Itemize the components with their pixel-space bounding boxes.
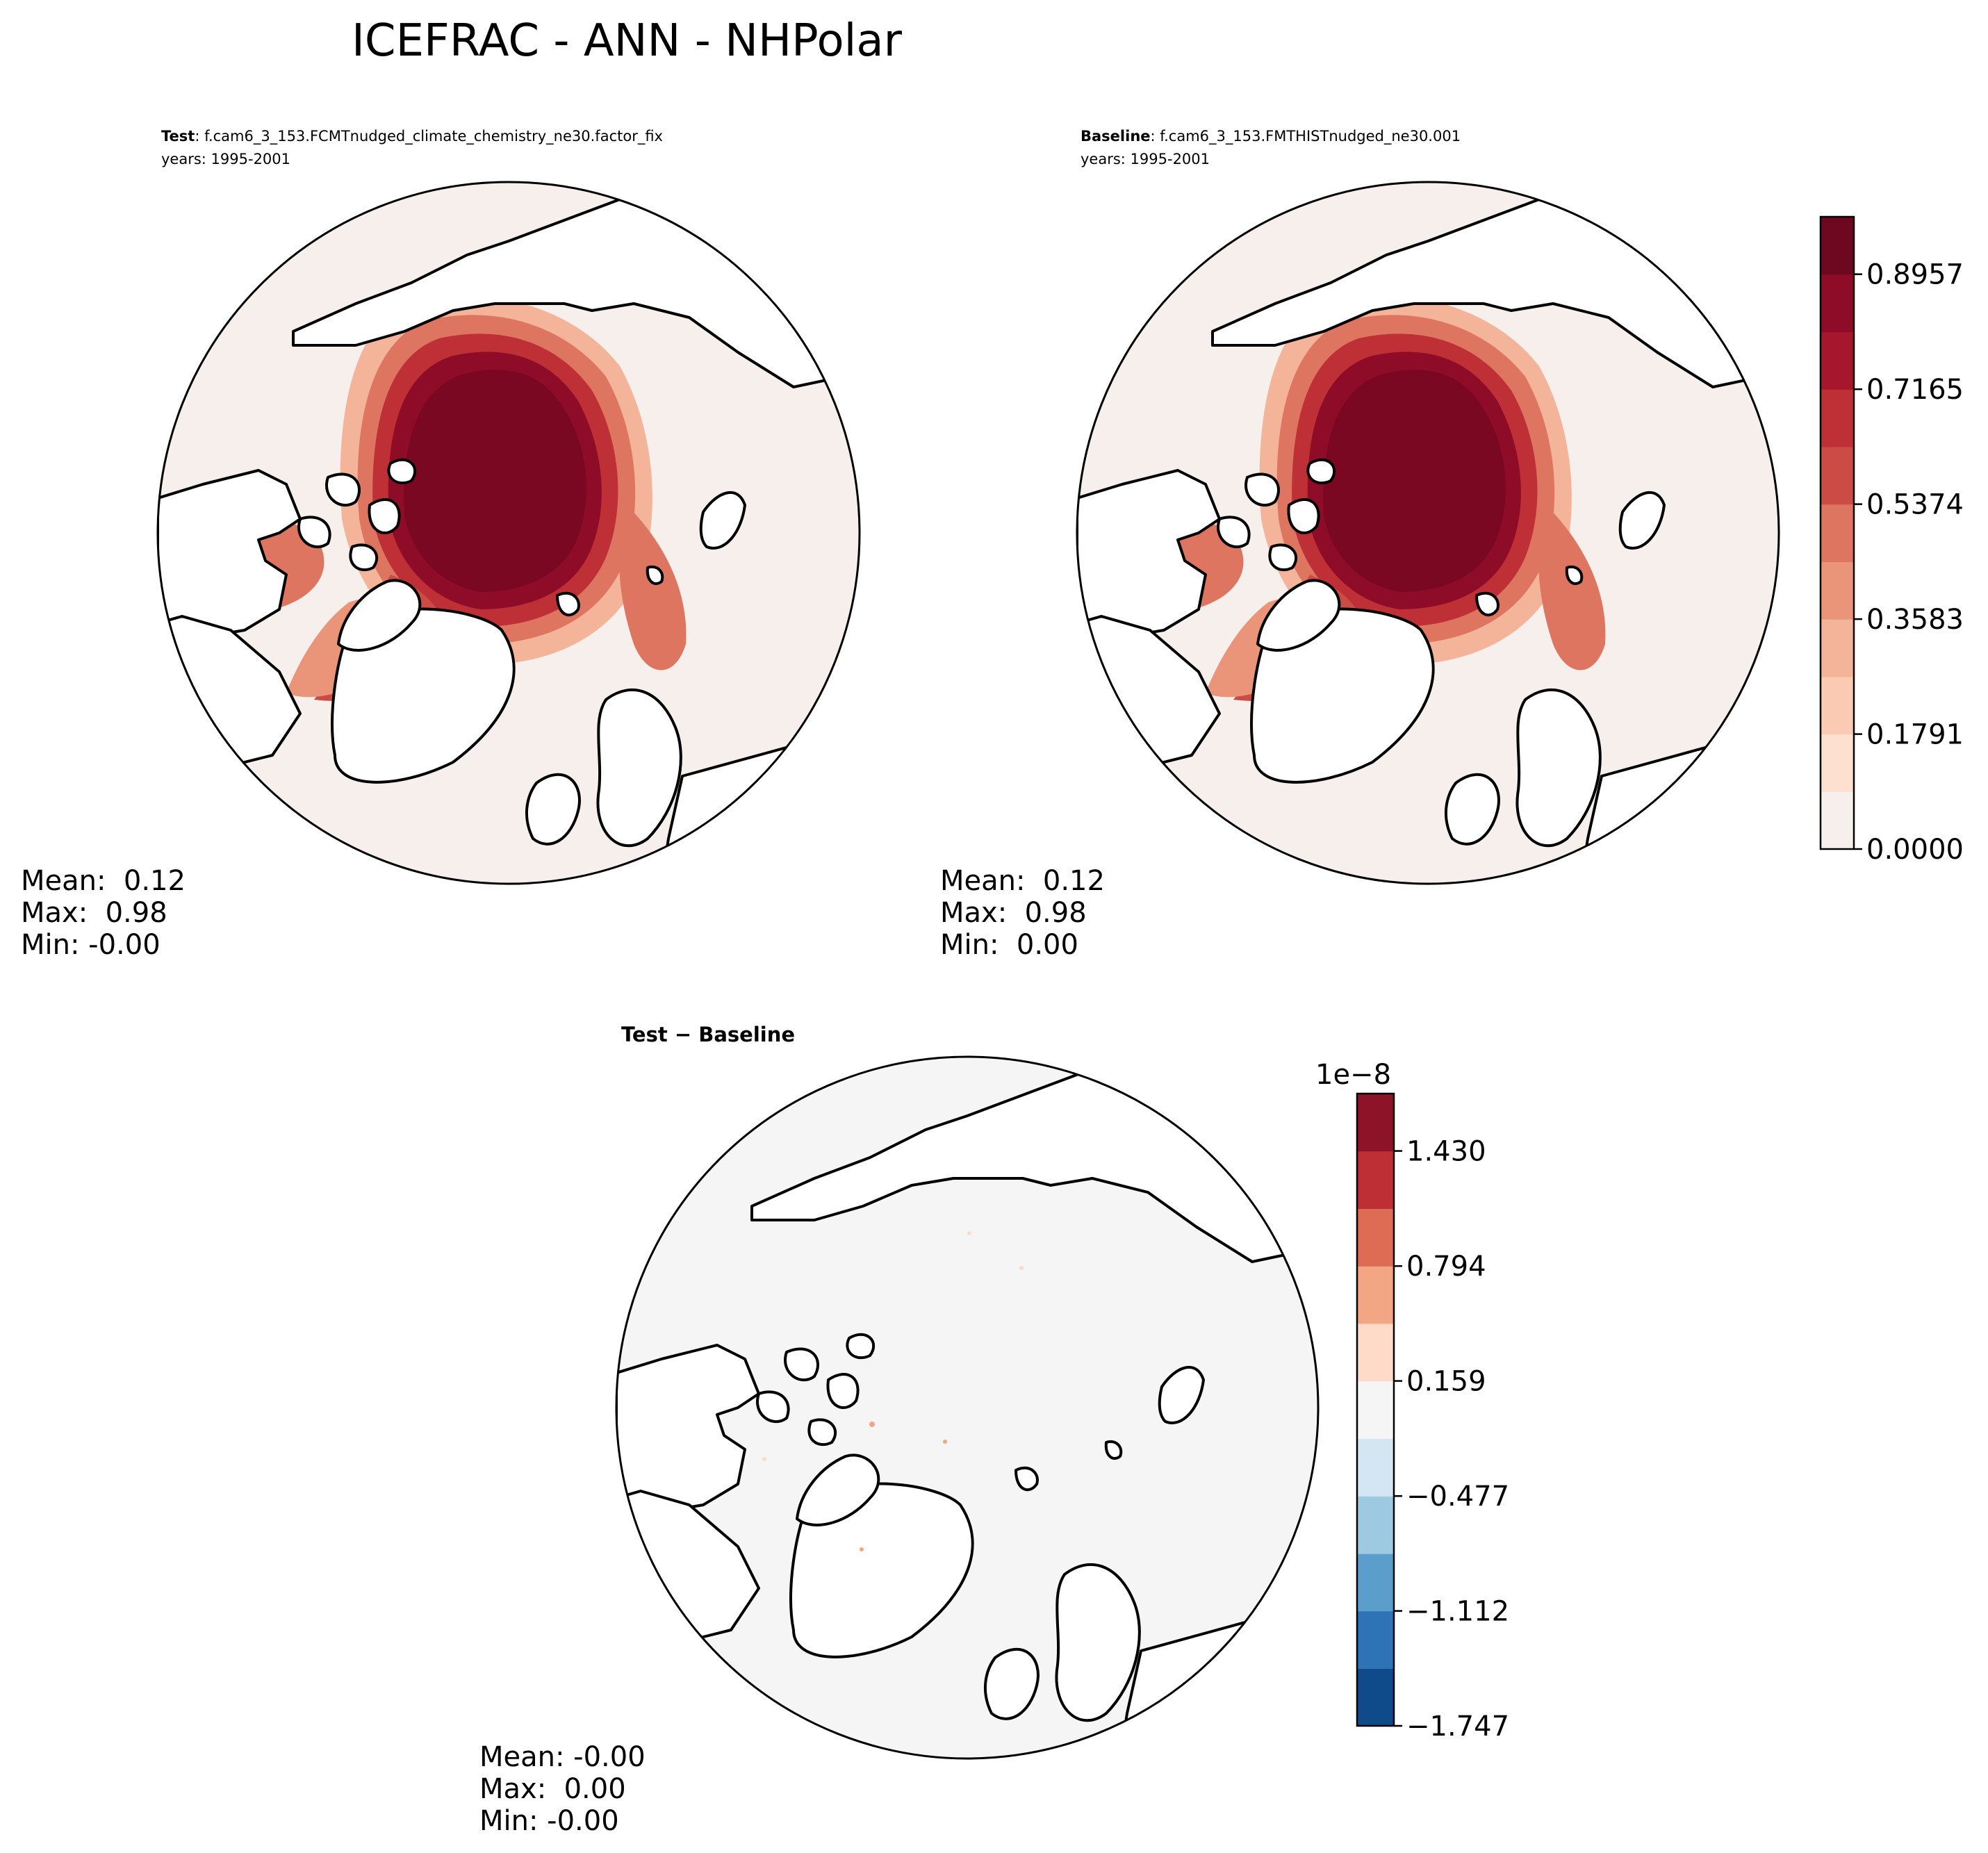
colorbar-icefrac-swatch — [1821, 561, 1854, 620]
panel-baseline-min: Min: 0.00 — [940, 929, 1078, 961]
colorbar-diff-swatch — [1357, 1496, 1394, 1554]
panel-diff-title: Test − Baseline — [621, 1023, 795, 1046]
panel-baseline-mean: Mean: 0.12 — [940, 865, 1105, 897]
colorbar-icefrac: 0.0000 0.1791 0.3583 0.5374 0.7165 0.8957 — [1819, 215, 1964, 866]
colorbar-icefrac-swatch — [1821, 274, 1854, 333]
panel-diff-mean: Mean: -0.00 — [479, 1741, 646, 1773]
colorbar-icefrac-tick-label: 0.0000 — [1866, 834, 1964, 866]
diff-speckle — [943, 1440, 947, 1444]
panel-test-title: Test: f.cam6_3_153.FCMTnudged_climate_ch… — [161, 128, 663, 145]
colorbar-diff-swatch — [1357, 1438, 1394, 1497]
diff-speckle — [869, 1422, 875, 1427]
panel-test-map-border — [156, 181, 861, 885]
colorbar-diff-tick-label: −1.112 — [1406, 1596, 1509, 1628]
colorbar-diff-tick-label: 0.159 — [1406, 1366, 1486, 1398]
panel-baseline-max: Max: 0.98 — [940, 897, 1087, 929]
colorbar-diff-swatch — [1357, 1554, 1394, 1612]
colorbar-diff-swatch — [1357, 1611, 1394, 1670]
colorbar-diff-swatch — [1357, 1151, 1394, 1209]
panel-test: Test: f.cam6_3_153.FCMTnudged_climate_ch… — [21, 128, 861, 961]
colorbar-icefrac-swatch — [1821, 446, 1854, 505]
colorbar-icefrac-swatch — [1821, 331, 1854, 390]
colorbar-diff-tick-label: −0.477 — [1406, 1481, 1509, 1513]
colorbar-icefrac-tick-label: 0.7165 — [1866, 374, 1964, 406]
colorbar-diff-frame — [1356, 1092, 1395, 1727]
colorbar-icefrac-swatch — [1821, 389, 1854, 447]
diff-speckle — [967, 1231, 971, 1235]
colorbar-diff-swatch — [1357, 1668, 1394, 1727]
diff-speckle — [1019, 1266, 1024, 1270]
panel-diff-title-test: Test — [621, 1023, 668, 1046]
colorbar-diff-tick-label: −1.747 — [1406, 1711, 1509, 1743]
colorbar-icefrac-swatch — [1821, 504, 1854, 562]
panel-baseline-title-bold: Baseline — [1081, 128, 1151, 145]
colorbar-icefrac-tick-label: 0.8957 — [1866, 259, 1964, 291]
colorbar-diff-swatch — [1357, 1208, 1394, 1267]
colorbar-diff-swatch — [1357, 1266, 1394, 1324]
colorbar-diff-swatch — [1357, 1094, 1394, 1152]
panel-test-min: Min: -0.00 — [21, 929, 161, 961]
panel-baseline-map-border — [1076, 181, 1780, 885]
panel-test-title-bold: Test — [161, 128, 195, 145]
panel-diff-title-baseline: Baseline — [698, 1023, 795, 1046]
colorbar-diff-swatch — [1357, 1381, 1394, 1440]
panel-baseline-subtitle: years: 1995-2001 — [1081, 151, 1210, 167]
colorbar-icefrac-tick-label: 0.1791 — [1866, 719, 1964, 751]
panel-baseline-title-case: : f.cam6_3_153.FMTHISTnudged_ne30.001 — [1151, 128, 1461, 145]
colorbar-icefrac-swatch — [1821, 791, 1854, 850]
panel-diff-title-sep: − — [668, 1023, 699, 1046]
figure-title: ICEFRAC - ANN - NHPolar — [352, 15, 903, 67]
colorbar-icefrac-swatch — [1821, 619, 1854, 677]
panel-test-title-case: : f.cam6_3_153.FCMTnudged_climate_chemis… — [195, 128, 663, 145]
colorbar-icefrac-tick-label: 0.5374 — [1866, 489, 1964, 521]
colorbar-icefrac-swatch — [1821, 676, 1854, 735]
panel-diff: Test − Baseline Mean: -0.00 Max: 0.00 Mi… — [479, 1023, 1509, 1837]
panel-test-subtitle: years: 1995-2001 — [161, 151, 290, 167]
panel-diff-min: Min: -0.00 — [479, 1805, 619, 1837]
panel-baseline-title: Baseline: f.cam6_3_153.FMTHISTnudged_ne3… — [1081, 128, 1461, 145]
colorbar-icefrac-tick-label: 0.3583 — [1866, 604, 1964, 636]
diff-speckle — [860, 1547, 864, 1551]
panel-test-mean: Mean: 0.12 — [21, 865, 186, 897]
panel-baseline: Baseline: f.cam6_3_153.FMTHISTnudged_ne3… — [940, 128, 1964, 961]
colorbar-icefrac-swatch — [1821, 734, 1854, 792]
colorbar-diff-offset: 1e−8 — [1315, 1059, 1391, 1091]
panel-diff-map-border — [615, 1055, 1320, 1760]
panel-diff-max: Max: 0.00 — [479, 1773, 626, 1805]
colorbar-diff: −1.747 −1.112 −0.477 0.159 0.794 1.430 — [1356, 1092, 1509, 1743]
colorbar-diff-swatch — [1357, 1323, 1394, 1382]
colorbar-icefrac-frame — [1819, 215, 1855, 850]
colorbar-icefrac-swatch — [1821, 217, 1854, 275]
colorbar-diff-tick-label: 1.430 — [1406, 1136, 1486, 1168]
colorbar-diff-tick-label: 0.794 — [1406, 1251, 1486, 1283]
diff-speckle — [762, 1457, 766, 1461]
panel-test-max: Max: 0.98 — [21, 897, 167, 929]
